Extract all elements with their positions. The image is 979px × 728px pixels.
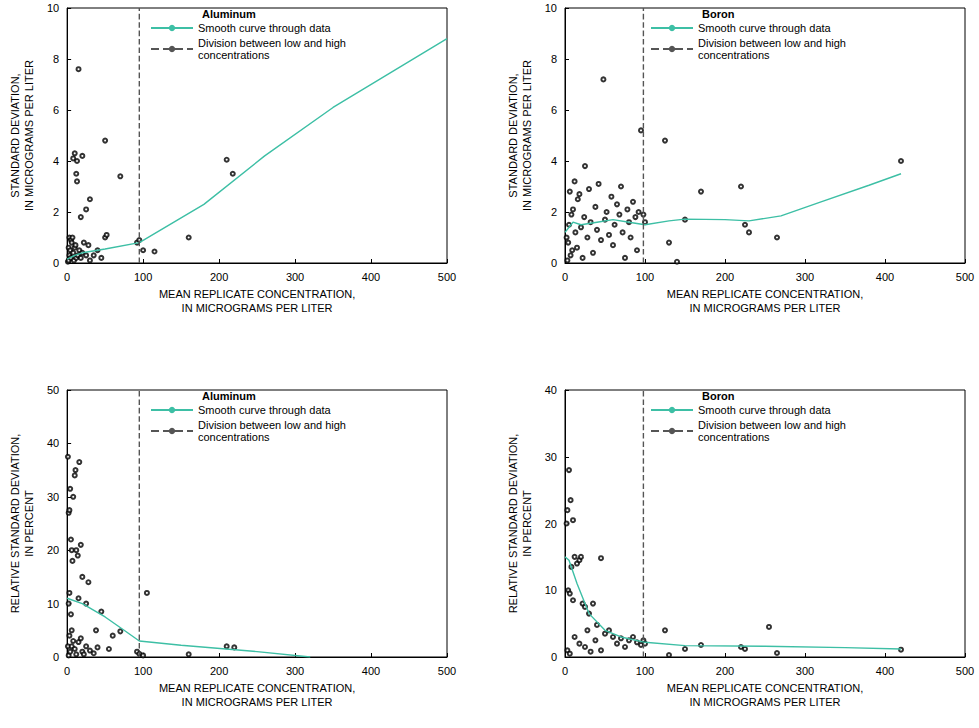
svg-text:500: 500 <box>956 665 974 677</box>
svg-text:100: 100 <box>636 665 654 677</box>
svg-text:MEAN REPLICATE CONCENTRATION,: MEAN REPLICATE CONCENTRATION, <box>667 682 863 694</box>
svg-text:RELATIVE STANDARD DEVIATION,: RELATIVE STANDARD DEVIATION, <box>507 434 519 614</box>
svg-text:concentrations: concentrations <box>698 431 770 443</box>
svg-text:20: 20 <box>47 544 59 556</box>
svg-text:Smooth curve through data: Smooth curve through data <box>198 404 332 416</box>
svg-text:200: 200 <box>210 665 228 677</box>
svg-text:Smooth curve through data: Smooth curve through data <box>698 22 832 34</box>
svg-text:Boron: Boron <box>702 8 735 20</box>
svg-text:500: 500 <box>438 271 456 283</box>
svg-text:10: 10 <box>47 598 59 610</box>
svg-text:30: 30 <box>545 451 557 463</box>
svg-text:2: 2 <box>53 206 59 218</box>
svg-text:IN MICROGRAMS PER LITER: IN MICROGRAMS PER LITER <box>690 302 841 314</box>
svg-text:8: 8 <box>551 53 557 65</box>
svg-text:STANDARD DEVIATION,: STANDARD DEVIATION, <box>507 73 519 197</box>
svg-text:Division between low and high: Division between low and high <box>698 419 849 431</box>
svg-text:40: 40 <box>47 437 59 449</box>
svg-text:0: 0 <box>53 257 59 269</box>
svg-text:MEAN REPLICATE CONCENTRATION,: MEAN REPLICATE CONCENTRATION, <box>159 288 355 300</box>
svg-text:50: 50 <box>47 384 59 396</box>
svg-text:300: 300 <box>796 271 814 283</box>
svg-text:Smooth curve through data: Smooth curve through data <box>198 22 332 34</box>
svg-text:100: 100 <box>636 271 654 283</box>
svg-text:Boron: Boron <box>702 390 735 402</box>
svg-text:MEAN REPLICATE CONCENTRATION,: MEAN REPLICATE CONCENTRATION, <box>159 682 355 694</box>
svg-text:400: 400 <box>876 665 894 677</box>
svg-text:IN MICROGRAMS PER LITER: IN MICROGRAMS PER LITER <box>182 302 333 314</box>
svg-text:200: 200 <box>716 271 734 283</box>
svg-text:Aluminum: Aluminum <box>202 8 256 20</box>
svg-text:IN MICROGRAMS PER LITER: IN MICROGRAMS PER LITER <box>690 696 841 708</box>
svg-text:500: 500 <box>438 665 456 677</box>
svg-text:Division between low and high: Division between low and high <box>198 419 349 431</box>
svg-text:100: 100 <box>134 665 152 677</box>
svg-text:30: 30 <box>47 491 59 503</box>
svg-text:concentrations: concentrations <box>198 49 270 61</box>
svg-text:10: 10 <box>545 2 557 14</box>
svg-text:8: 8 <box>53 53 59 65</box>
svg-text:0: 0 <box>562 271 568 283</box>
svg-text:Division between low and high: Division between low and high <box>698 37 849 49</box>
svg-text:200: 200 <box>716 665 734 677</box>
svg-text:concentrations: concentrations <box>198 431 270 443</box>
svg-text:6: 6 <box>551 104 557 116</box>
svg-text:300: 300 <box>286 665 304 677</box>
svg-text:0: 0 <box>551 651 557 663</box>
svg-text:300: 300 <box>286 271 304 283</box>
svg-text:IN MICROGRAMS PER LITER: IN MICROGRAMS PER LITER <box>182 696 333 708</box>
svg-text:0: 0 <box>64 665 70 677</box>
svg-text:IN PERCENT: IN PERCENT <box>23 490 35 557</box>
svg-text:400: 400 <box>362 271 380 283</box>
svg-text:4: 4 <box>53 155 59 167</box>
svg-text:10: 10 <box>47 2 59 14</box>
svg-text:Division between low and high: Division between low and high <box>198 37 349 49</box>
svg-text:0: 0 <box>64 271 70 283</box>
svg-text:0: 0 <box>53 651 59 663</box>
svg-text:6: 6 <box>53 104 59 116</box>
svg-text:Smooth curve through data: Smooth curve through data <box>698 404 832 416</box>
svg-text:IN MICROGRAMS PER LITER: IN MICROGRAMS PER LITER <box>23 60 35 211</box>
svg-text:0: 0 <box>551 257 557 269</box>
svg-text:MEAN REPLICATE CONCENTRATION,: MEAN REPLICATE CONCENTRATION, <box>667 288 863 300</box>
svg-text:RELATIVE STANDARD DEVIATION,: RELATIVE STANDARD DEVIATION, <box>9 434 21 614</box>
svg-text:20: 20 <box>545 518 557 530</box>
svg-text:40: 40 <box>545 384 557 396</box>
svg-text:400: 400 <box>876 271 894 283</box>
svg-text:STANDARD DEVIATION,: STANDARD DEVIATION, <box>9 73 21 197</box>
svg-text:Aluminum: Aluminum <box>202 390 256 402</box>
svg-text:400: 400 <box>362 665 380 677</box>
svg-text:4: 4 <box>551 155 557 167</box>
svg-text:2: 2 <box>551 206 557 218</box>
svg-text:concentrations: concentrations <box>698 49 770 61</box>
svg-text:0: 0 <box>562 665 568 677</box>
svg-text:500: 500 <box>956 271 974 283</box>
svg-text:200: 200 <box>210 271 228 283</box>
svg-text:100: 100 <box>134 271 152 283</box>
svg-text:10: 10 <box>545 584 557 596</box>
svg-text:IN MICROGRAMS PER LITER: IN MICROGRAMS PER LITER <box>521 60 533 211</box>
svg-text:300: 300 <box>796 665 814 677</box>
svg-text:IN PERCENT: IN PERCENT <box>521 490 533 557</box>
